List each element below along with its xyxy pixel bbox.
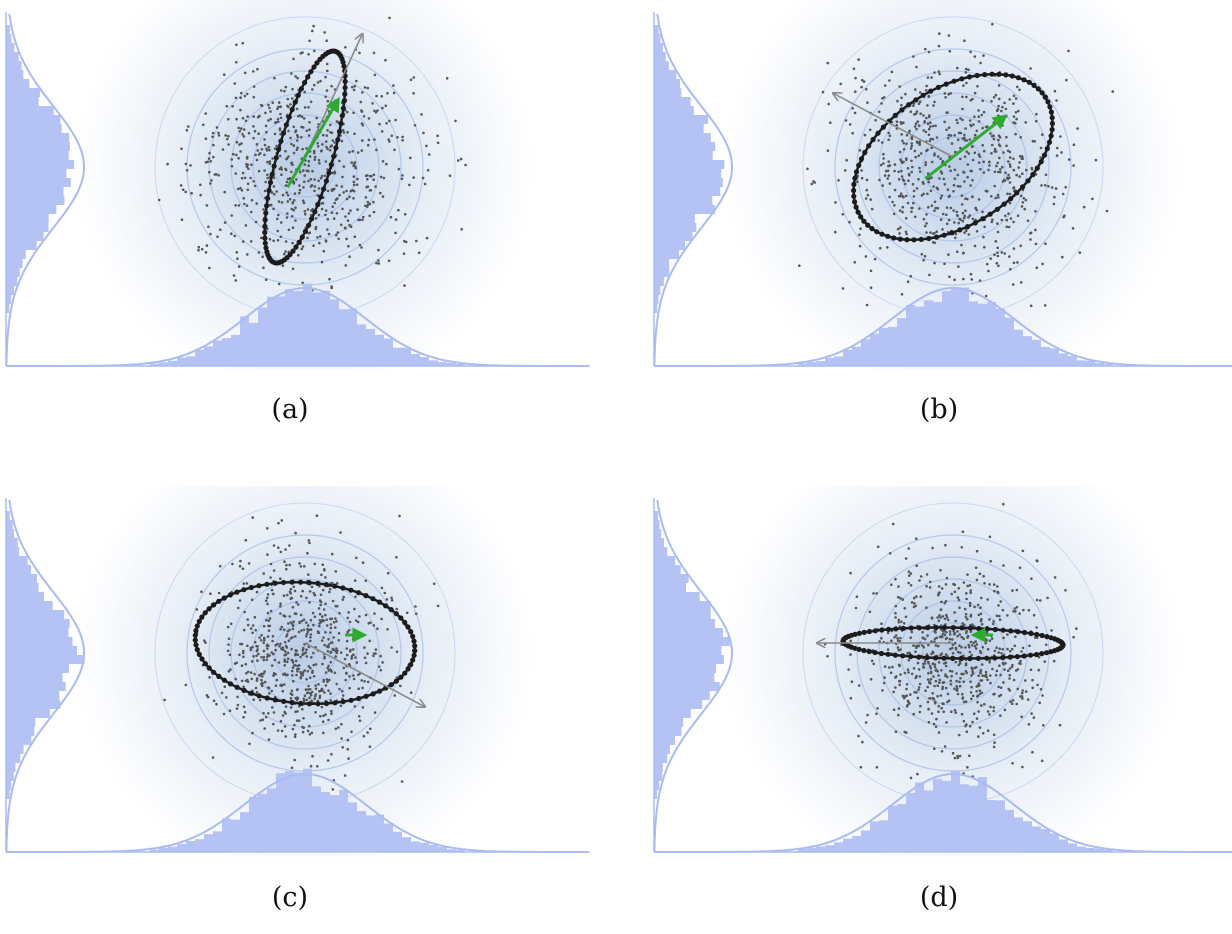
contour-ring bbox=[208, 70, 402, 264]
gray-direction-arrow bbox=[304, 35, 362, 158]
contour-ring bbox=[274, 622, 336, 684]
panel-c-caption: (c) bbox=[271, 882, 309, 913]
contour-ring bbox=[922, 622, 984, 684]
x-marginal-histogram bbox=[150, 768, 465, 852]
panel-b-caption: (b) bbox=[919, 394, 959, 425]
contour-ring bbox=[900, 600, 1006, 706]
y-marginal-curve bbox=[5, 499, 86, 852]
ellipse-trajectory bbox=[192, 579, 418, 707]
panel-c-plot bbox=[5, 486, 590, 856]
x-marginal-histogram bbox=[798, 770, 1113, 852]
contour-ring bbox=[922, 136, 984, 198]
ellipse-trajectory bbox=[262, 48, 348, 266]
y-marginal-histogram bbox=[654, 25, 725, 313]
y-marginal-histogram bbox=[6, 511, 85, 799]
panel-d-caption: (d) bbox=[919, 882, 959, 913]
contour-ring bbox=[878, 92, 1028, 242]
x-marginal-histogram bbox=[150, 283, 465, 366]
ellipse-trajectory bbox=[851, 71, 1055, 243]
green-gradient-arrow bbox=[924, 114, 1008, 180]
y-marginal-histogram bbox=[6, 25, 75, 313]
panel-b-plot bbox=[653, 0, 1232, 370]
y-marginal-curve bbox=[5, 13, 86, 366]
ellipse-trajectory bbox=[840, 624, 1066, 662]
contour-ring bbox=[208, 556, 402, 750]
contour-ring bbox=[834, 48, 1072, 286]
panel-d-plot bbox=[653, 486, 1232, 856]
gray-direction-arrow bbox=[834, 94, 954, 158]
green-gradient-arrow bbox=[286, 96, 340, 189]
contour-ring bbox=[252, 600, 358, 706]
contour-ring bbox=[252, 114, 358, 220]
gray-direction-arrow bbox=[304, 642, 424, 706]
panel-a-plot bbox=[5, 0, 590, 370]
x-marginal-histogram bbox=[798, 287, 1113, 366]
contour-ring bbox=[230, 578, 380, 728]
y-marginal-curve bbox=[653, 13, 734, 366]
y-marginal-curve bbox=[653, 499, 734, 852]
panel-a-caption: (a) bbox=[271, 394, 309, 425]
density-glow bbox=[75, 0, 535, 370]
y-marginal-histogram bbox=[654, 511, 730, 799]
contour-ring bbox=[900, 114, 1006, 220]
